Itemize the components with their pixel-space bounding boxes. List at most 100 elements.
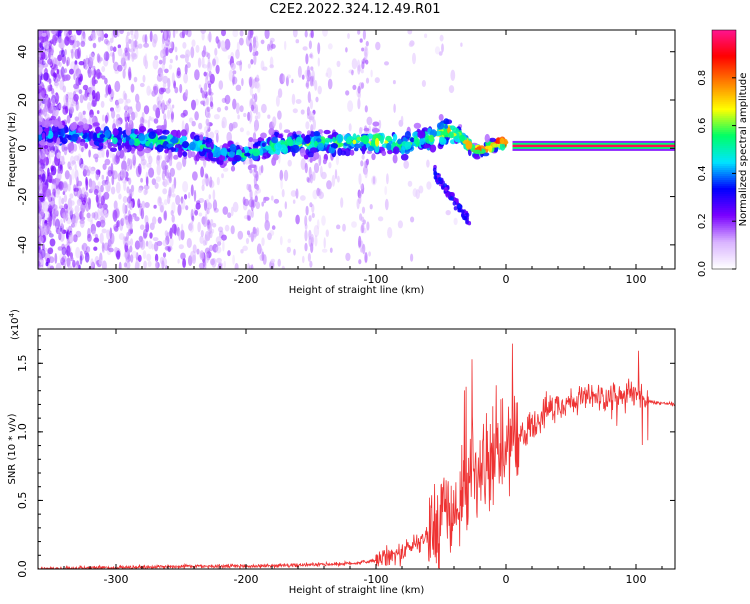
heatmap-cell	[306, 176, 310, 183]
heatmap-cell	[327, 43, 333, 50]
heatmap-cell	[123, 262, 127, 268]
colorbar-step	[712, 153, 736, 157]
heatmap-cell	[260, 39, 265, 45]
heatmap-cell	[54, 253, 58, 264]
heatmap-cell	[209, 101, 214, 108]
heatmap-cell	[44, 113, 50, 121]
heatmap-cell	[107, 41, 113, 53]
heatmap-cell	[318, 154, 322, 167]
heatmap-cell	[160, 30, 164, 34]
heatmap-cell	[75, 68, 82, 78]
heatmap-cell	[134, 216, 140, 222]
heatmap-cell	[180, 196, 184, 204]
heatmap-cell	[313, 130, 321, 137]
heatmap-cell	[321, 248, 328, 253]
heatmap-cell	[213, 114, 220, 120]
heatmap-cell	[191, 99, 196, 111]
heatmap-cell	[40, 36, 46, 43]
colorbar-label: Normalized spectral amplitude	[738, 73, 749, 227]
heatmap-cell	[274, 142, 282, 151]
heatmap-cell	[117, 47, 123, 57]
heatmap-cell	[96, 110, 100, 115]
heatmap-cell	[145, 240, 149, 247]
heatmap-cell	[360, 160, 364, 167]
heatmap-cell	[144, 34, 148, 44]
heatmap-cell	[257, 111, 261, 120]
heatmap-cell	[68, 265, 72, 269]
heatmap-cell	[426, 159, 430, 168]
heatmap-cell	[53, 178, 60, 186]
heatmap-cell	[70, 134, 78, 142]
heatmap-cell	[326, 67, 332, 79]
heatmap-cell	[52, 188, 56, 196]
heatmap-cell	[145, 188, 149, 195]
heatmap-cell	[67, 225, 73, 236]
heatmap-cell	[66, 59, 69, 67]
heatmap-cell	[162, 165, 166, 175]
heatmap-cell	[221, 173, 224, 179]
heatmap-cell	[162, 239, 168, 247]
heatmap-xtick-label: 100	[626, 273, 647, 286]
heatmap-cell	[122, 155, 126, 161]
heatmap-cell	[129, 115, 133, 125]
colorbar-step	[712, 71, 736, 75]
heatmap-cell	[302, 46, 308, 51]
colorbar-step	[712, 179, 736, 182]
heatmap-cell	[143, 184, 150, 190]
heatmap-cell	[144, 215, 149, 225]
heatmap-cell	[282, 74, 286, 83]
heatmap-cell	[290, 190, 297, 197]
heatmap-cell	[98, 259, 103, 265]
heatmap-cell	[66, 217, 72, 225]
heatmap-cell	[58, 30, 63, 34]
heatmap-cell	[366, 116, 373, 126]
heatmap-cell	[107, 142, 112, 150]
heatmap-cell	[326, 180, 332, 190]
heatmap-cell	[310, 242, 314, 254]
heatmap-cell	[159, 135, 168, 140]
heatmap-cell	[277, 88, 283, 98]
heatmap-cell	[171, 193, 176, 198]
heatmap-cell	[111, 30, 115, 39]
heatmap-cell	[126, 164, 130, 172]
heatmap-cell	[499, 142, 506, 151]
colorbar-tick-label: 0.0	[697, 261, 708, 277]
heatmap-cell	[83, 62, 87, 67]
heatmap-cell	[208, 194, 212, 200]
heatmap-cell	[149, 143, 154, 149]
heatmap-cell	[90, 258, 94, 269]
heatmap-cell	[94, 156, 99, 163]
heatmap-branch-cell	[465, 220, 469, 225]
heatmap-cell	[221, 116, 227, 129]
heatmap-cell	[82, 84, 89, 91]
heatmap-cell	[252, 138, 259, 143]
heatmap-cell	[459, 134, 465, 142]
heatmap-cell	[131, 34, 136, 40]
heatmap-cell	[64, 49, 67, 56]
colorbar-step	[712, 235, 736, 238]
heatmap-cell	[118, 261, 122, 269]
heatmap-cell	[51, 98, 56, 107]
heatmap-cell	[40, 248, 46, 259]
heatmap-cell	[91, 67, 95, 77]
colorbar-step	[712, 175, 736, 178]
colorbar-step	[712, 133, 736, 137]
heatmap-cell	[77, 111, 83, 123]
heatmap-cell	[38, 30, 42, 37]
heatmap-cell	[38, 150, 41, 162]
heatmap-cell	[165, 164, 169, 170]
heatmap-cell	[232, 254, 236, 265]
colorbar-step	[712, 115, 736, 119]
heatmap-cell	[52, 32, 56, 44]
colorbar-step	[712, 93, 736, 97]
colorbar-step	[712, 225, 736, 228]
heatmap-cell	[397, 220, 403, 229]
heatmap-cell	[102, 123, 106, 129]
heatmap-cell	[169, 158, 173, 167]
heatmap-cell	[384, 61, 389, 66]
heatmap-cell	[55, 78, 59, 89]
heatmap-cell	[379, 135, 384, 144]
heatmap-cell	[69, 155, 75, 167]
colorbar-step	[712, 183, 736, 186]
heatmap-cell	[235, 49, 240, 60]
